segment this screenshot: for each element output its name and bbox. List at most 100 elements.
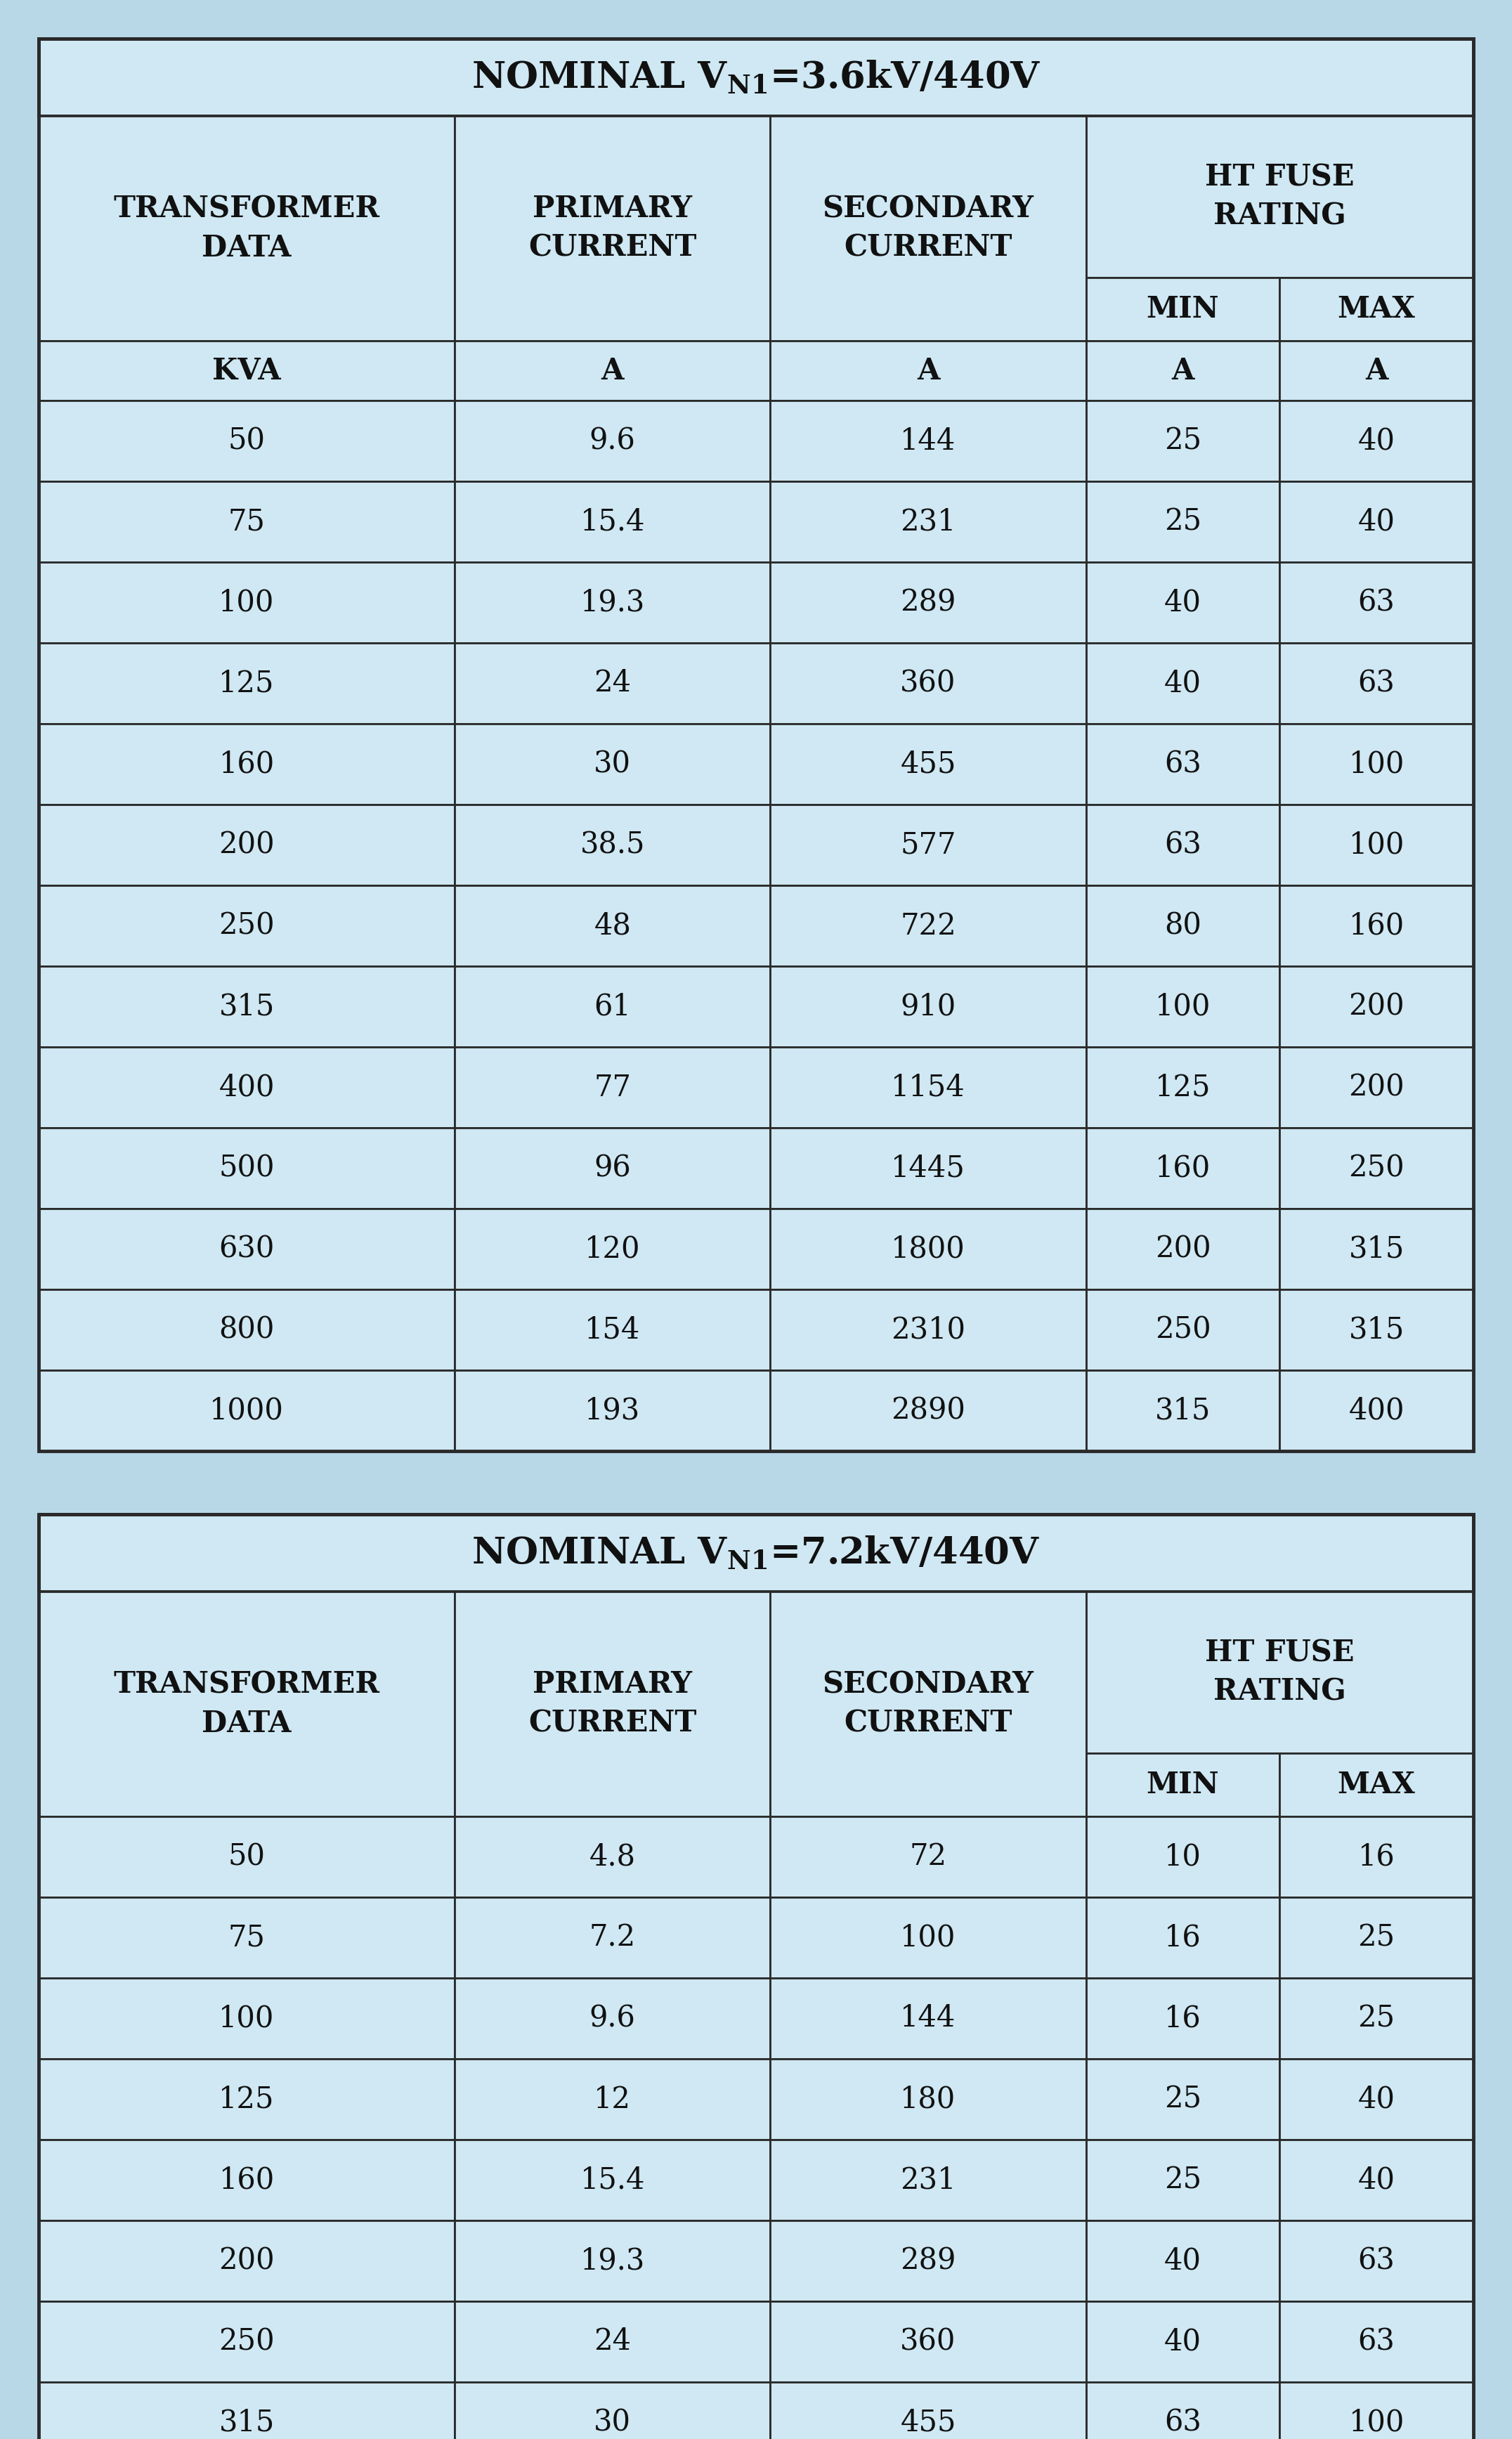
Bar [455, 1817, 770, 1898]
Text: 193: 193 [585, 1395, 641, 1424]
Bar [455, 1127, 770, 1210]
Bar [455, 1898, 770, 1978]
Bar [1279, 1817, 1473, 1898]
Bar [1086, 1290, 1279, 1371]
Text: 16: 16 [1358, 1841, 1396, 1871]
Text: 400: 400 [1349, 1395, 1405, 1424]
Bar [770, 1046, 1086, 1127]
Text: 250: 250 [1349, 1154, 1405, 1183]
Text: 30: 30 [594, 2407, 631, 2437]
Text: 315: 315 [1155, 1395, 1211, 1424]
Text: A: A [602, 356, 624, 385]
Bar [770, 2059, 1086, 2139]
Text: 154: 154 [585, 1315, 641, 1344]
Text: 200: 200 [219, 2246, 275, 2276]
Bar [1086, 724, 1279, 805]
Bar [1086, 1210, 1279, 1290]
Text: 231: 231 [900, 507, 956, 537]
Text: 15.4: 15.4 [581, 507, 646, 537]
Text: 160: 160 [219, 749, 275, 778]
Text: 200: 200 [219, 829, 275, 859]
Bar [455, 1210, 770, 1290]
Bar [1086, 1593, 1473, 1754]
Text: 315: 315 [219, 993, 275, 1022]
Bar [1086, 1127, 1279, 1210]
Text: 63: 63 [1164, 2407, 1202, 2437]
Text: 250: 250 [1155, 1315, 1211, 1344]
Text: 100: 100 [219, 588, 275, 617]
Bar [39, 39, 1473, 1451]
Text: SECONDARY
CURRENT: SECONDARY CURRENT [823, 1671, 1034, 1739]
Bar [39, 644, 455, 724]
Text: 1154: 1154 [891, 1073, 965, 1102]
Bar [770, 966, 1086, 1046]
Bar [770, 1371, 1086, 1451]
Bar [455, 400, 770, 480]
Text: TRANSFORMER
DATA: TRANSFORMER DATA [113, 1671, 380, 1739]
Bar [455, 805, 770, 885]
Bar [1279, 2383, 1473, 2439]
Bar [455, 1046, 770, 1127]
Bar [1086, 341, 1279, 400]
Text: 12: 12 [594, 2085, 631, 2115]
Text: 289: 289 [900, 588, 956, 617]
Bar [1086, 480, 1279, 561]
Bar [770, 2383, 1086, 2439]
Bar [39, 341, 455, 400]
Text: 96: 96 [594, 1154, 631, 1183]
Text: 77: 77 [594, 1073, 631, 1102]
Text: 160: 160 [1155, 1154, 1211, 1183]
Text: 19.3: 19.3 [581, 588, 646, 617]
Text: 630: 630 [219, 1234, 275, 1263]
Bar [1279, 1127, 1473, 1210]
Text: MIN: MIN [1146, 1771, 1219, 1800]
Bar [1086, 1898, 1279, 1978]
Text: 75: 75 [228, 507, 265, 537]
Text: HT FUSE
RATING: HT FUSE RATING [1205, 1639, 1355, 1707]
Bar [455, 561, 770, 644]
Bar [770, 1817, 1086, 1898]
Bar [1086, 1046, 1279, 1127]
Bar [1086, 2059, 1279, 2139]
Text: 40: 40 [1358, 427, 1396, 456]
Bar [455, 1371, 770, 1451]
Bar [1086, 966, 1279, 1046]
Text: 40: 40 [1358, 2166, 1396, 2195]
Text: MAX: MAX [1338, 1771, 1415, 1800]
Text: 40: 40 [1358, 507, 1396, 537]
Bar [1279, 1290, 1473, 1371]
Bar [39, 39, 1473, 117]
Bar [1279, 1754, 1473, 1817]
Bar [770, 724, 1086, 805]
Text: 100: 100 [219, 2005, 275, 2034]
Bar [455, 2302, 770, 2383]
Text: 25: 25 [1164, 507, 1202, 537]
Text: 25: 25 [1164, 2166, 1202, 2195]
Bar [39, 2219, 455, 2302]
Bar [39, 1371, 455, 1451]
Text: 50: 50 [228, 1841, 265, 1871]
Text: 910: 910 [900, 993, 956, 1022]
Bar [455, 1290, 770, 1371]
Bar [1279, 2059, 1473, 2139]
Text: 19.3: 19.3 [581, 2246, 646, 2276]
Text: 2310: 2310 [891, 1315, 965, 1344]
Bar [1279, 561, 1473, 644]
Bar [1086, 117, 1473, 278]
Text: MAX: MAX [1338, 295, 1415, 324]
Bar [1279, 341, 1473, 400]
Text: SECONDARY
CURRENT: SECONDARY CURRENT [823, 195, 1034, 263]
Bar [770, 1210, 1086, 1290]
Bar [39, 1817, 455, 1898]
Text: KVA: KVA [212, 356, 281, 385]
Bar [455, 117, 770, 341]
Text: 48: 48 [594, 912, 631, 941]
Bar [770, 1593, 1086, 1817]
Bar [455, 966, 770, 1046]
Bar [1279, 1371, 1473, 1451]
Text: 250: 250 [219, 912, 275, 941]
Bar [39, 1127, 455, 1210]
Bar [39, 1593, 455, 1817]
Bar [770, 480, 1086, 561]
Bar [1086, 561, 1279, 644]
